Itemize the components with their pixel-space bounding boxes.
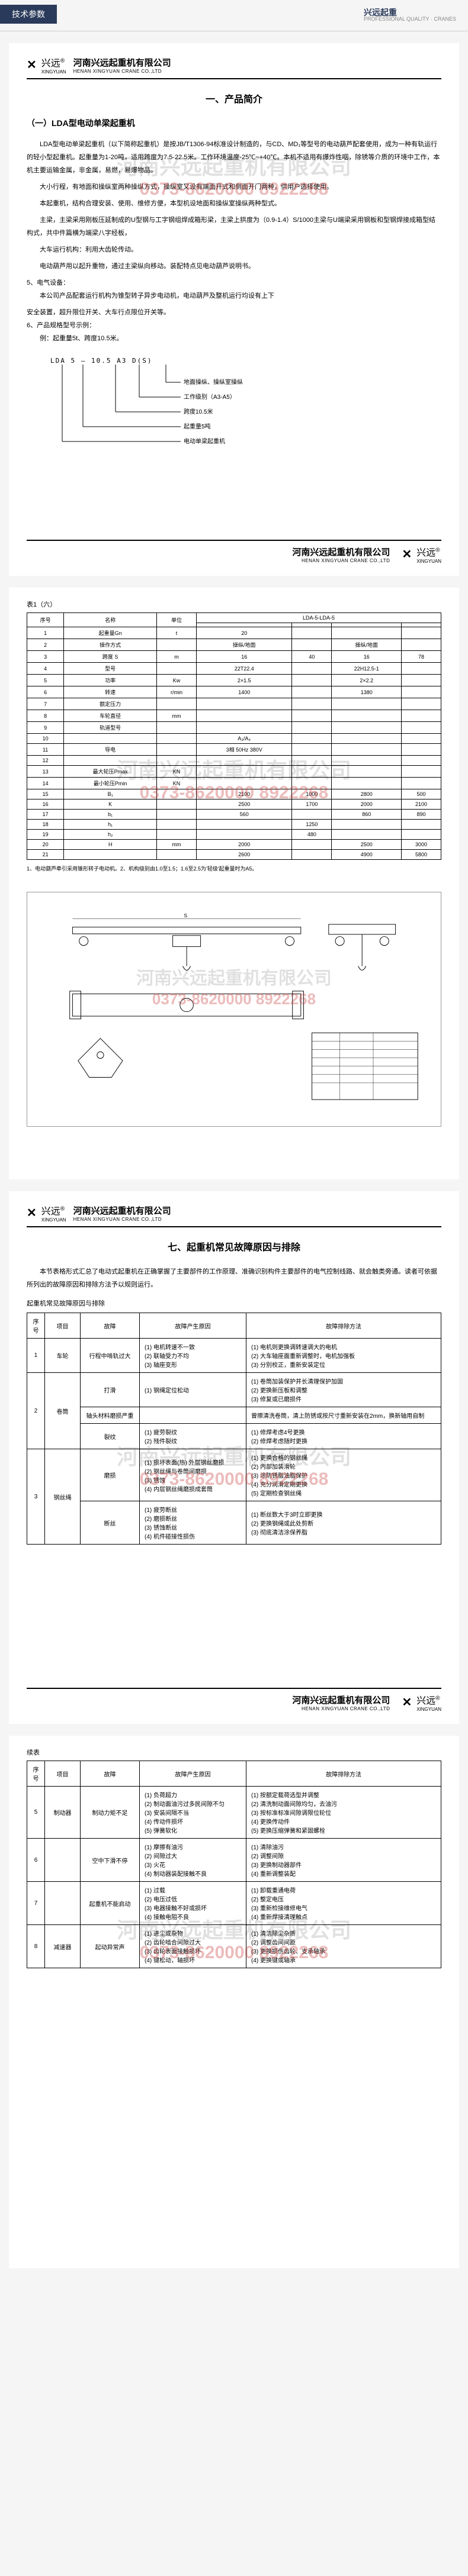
brand-logo-icon: ✕ [27,57,37,72]
table-row: 5功率Kw2×1.52×2.2 [27,675,441,686]
spec-table: 序号 名称 单位 LDA-5-LDA-5 1起重量Gnt202操作方式操纵/地面… [27,612,441,860]
table-row: 6空中下滑不停(1) 摩擦有油污(2) 间隙过大(3) 火花(4) 制动器装配接… [27,1839,441,1882]
para-11: 例：起重量5t、跨度10.5米。 [27,332,441,345]
para-4: 主梁，主梁采用刚板压延制成的U型钢与工字钢组焊成箱形梁，主梁上拱度为（0.9-1… [27,214,441,240]
company-header-3: ✕ 兴远® XINGYUAN 河南兴远起重机有限公司 HENAN XINGYUA… [27,1203,441,1227]
company-header: ✕ 兴远® XINGYUAN 河南兴远起重机有限公司 HENAN XINGYUA… [27,55,441,79]
table-row: 断丝(1) 疲劳断丝(2) 磨损断丝(3) 锈蚀断丝(4) 机件碰接性损伤(1)… [27,1501,441,1545]
table-row: 5制动器制动力矩不足(1) 负荷超力(2) 制动面油污过多民间隙不匀(3) 安装… [27,1787,441,1839]
table-row: 20Hmm200025003000 [27,840,441,850]
section-title-1: 一、产品简介 [27,91,441,105]
table-row: 12 [27,756,441,766]
fault-table-2: 序号 项目 故障 故障产生原因 故障排除方法 5制动器制动力矩不足(1) 负荷超… [27,1761,441,1968]
page-header: 技术参数 兴远起重 PROFESSIONAL QUALITY · CRANES [0,0,468,28]
sub-title-1: （一）LDA型电动单梁起重机 [27,117,441,129]
table-row: 4型号22T22.422H12.5-1 [27,663,441,675]
table-row: 8车轮直径mm [27,710,441,722]
table-row: 3跨度 Sm16401678 [27,651,441,663]
table-row: 19h₂480 [27,830,441,840]
table-row: 2卷筒打滑(1) 钢绳定位松动(1) 卷筒加装保护并长清理保护加固(2) 更换新… [27,1373,441,1407]
page-3: ✕ 兴远® XINGYUAN 河南兴远起重机有限公司 HENAN XINGYUA… [9,1191,459,1724]
header-right-sub: PROFESSIONAL QUALITY · CRANES [364,16,468,22]
para-9: 安全装置，超升限位开关、大车行点限位开关等。 [27,306,441,319]
brand-logo-icon: ✕ [402,1695,412,1710]
table-row: 15B₁210010002800500 [27,789,441,799]
fault-caption: 起重机常见故障原因与排除 [27,1297,441,1310]
table-row: 1车轮行程中啃轨过大(1) 电机转速不一致(2) 联轴受力不均(3) 轴座变形(… [27,1339,441,1373]
para-10: 6、产品规格型号示例： [27,319,441,332]
section-title-7: 七、起重机常见故障原因与排除 [27,1239,441,1253]
table-row: 21260049005800 [27,850,441,860]
logo-text: 兴远 [41,59,60,69]
model-header: LDA-5-LDA-5 [196,613,441,623]
table-row: 2操作方式操纵/地面操纵/地面 [27,639,441,651]
svg-text:跨度10.5米: 跨度10.5米 [184,408,213,415]
svg-text:S: S [184,913,187,918]
page-1: ✕ 兴远® XINGYUAN 河南兴远起重机有限公司 HENAN XINGYUA… [9,43,459,576]
table-row: 3钢丝绳磨损(1) 损坏表面(热) 外层钢丝磨损(2) 钢丝绳与卷筒间磨损(3)… [27,1449,441,1501]
table-row: 11导电3相 50Hz 380V [27,744,441,756]
para-8: 本公司产品配套运行机构为锥型转子异步电动机，电动葫芦及整机运行均设有上下 [27,289,441,302]
table-row: 13最大轮压PmaxKN [27,766,441,778]
svg-text:工作级别（A3-A5）: 工作级别（A3-A5） [184,394,236,401]
logo-sup: ® [60,58,65,65]
svg-text:地面操纵、操纵室操纵: 地面操纵、操纵室操纵 [184,378,243,386]
para-1: LDA型电动单梁起重机（以下简称起重机）是按JB/T1306-94标准设计制造的… [27,138,441,177]
header-left-label: 技术参数 [0,5,57,24]
page-2: 表1（六） 河南兴远起重机有限公司 0373-8620000 8922268 序… [9,588,459,1179]
intro-text: 本节表格形式汇总了电动式起重机在正确掌握了主要部件的工作原理、准确识别构件主要部… [27,1265,441,1291]
model-tree-svg: 地面操纵、操纵室操纵 工作级别（A3-A5） 跨度10.5米 起重量5吨 电动单… [50,365,287,447]
continue-label: 续表 [27,1748,441,1757]
company-name-cn: 河南兴远起重机有限公司 [73,56,171,69]
company-name-en: HENAN XINGYUAN CRANE CO.,LTD [73,69,171,74]
svg-text:起重量5吨: 起重量5吨 [184,423,211,430]
brand-en: XINGYUAN [41,69,66,75]
svg-text:电动单梁起重机: 电动单梁起重机 [184,437,225,445]
table-row: 17b₁560860890 [27,810,441,820]
para-6: 电动葫芦用以起升重物，通过主梁纵向移动。装配特点见电动葫芦说明书。 [27,260,441,273]
company-footer-1: 河南兴远起重机有限公司 HENAN XINGYUAN CRANE CO.,LTD… [27,540,441,564]
company-footer-3: 河南兴远起重机有限公司 HENAN XINGYUAN CRANE CO.,LTD… [27,1688,441,1712]
table-row: 7起重机不能启动(1) 过载(2) 电压过低(3) 电器接触不好或损坏(4) 接… [27,1882,441,1925]
table-row: 1起重量Gnt20 [27,627,441,639]
brand-logo-icon: ✕ [402,547,412,562]
para-7: 5、电气设备： [27,276,441,289]
engineering-drawing: 河南兴远起重机有限公司 0373-8620000 8922268 S [27,892,441,1127]
table-row: 9轨道型号 [27,722,441,734]
table-row: 14最小轮压PminKN [27,778,441,789]
para-5: 大车运行机构：利用大齿轮传动。 [27,243,441,256]
table-row: 8减速器起动异常声(1) 进尘或杂物(2) 齿轮啮合间隙过大(3) 齿轮表面接触… [27,1925,441,1968]
model-code: LDA 5 — 10.5 A3 D(S) [50,357,441,365]
fault-table-1: 序号 项目 故障 故障产生原因 故障排除方法 1车轮行程中啃轨过大(1) 电机转… [27,1313,441,1545]
crane-drawing-svg: S [39,904,429,1111]
table-row: 裂纹(1) 疲劳裂纹(2) 残件裂纹(1) 修焊考虑4号更换(2) 修焊考虑随时… [27,1424,441,1449]
para-3: 本起重机，结构合理安装、使用、维修方便，本型机设地面和操纵室操纵两种型式。 [27,197,441,210]
page-4: 续表 河南兴远起重机有限公司 0373-8620000 8922268 序号 项… [9,1736,459,2268]
para-2: 大小行程，有地面和操纵室两种操纵方式，操纵室又设有端面开式和侧面开门两种，供用户… [27,180,441,194]
table-row: 7额定压力 [27,698,441,710]
table-row: 18h₁1250 [27,820,441,830]
table-row: 10A₃/A₄ [27,734,441,744]
model-diagram: LDA 5 — 10.5 A3 D(S) 地面操纵、操纵室操纵 工作级别（A3-… [50,357,441,449]
table-row: 16K2500170020002100 [27,799,441,810]
table-row: 轴头材料磨损严重曾擦清洗卷筒，清上防锈或按尺寸重新安装在2mm，换新轴用自制 [27,1407,441,1424]
brand-logo-icon: ✕ [27,1205,37,1220]
table-title-2: 表1（六） [27,599,441,609]
table-note: 1、电动葫芦牵引采用锥形转子电动机。2、机构级别由1.0至1.5；1.6至2.5… [27,863,441,874]
table-row: 6转速r/min14001380 [27,686,441,698]
